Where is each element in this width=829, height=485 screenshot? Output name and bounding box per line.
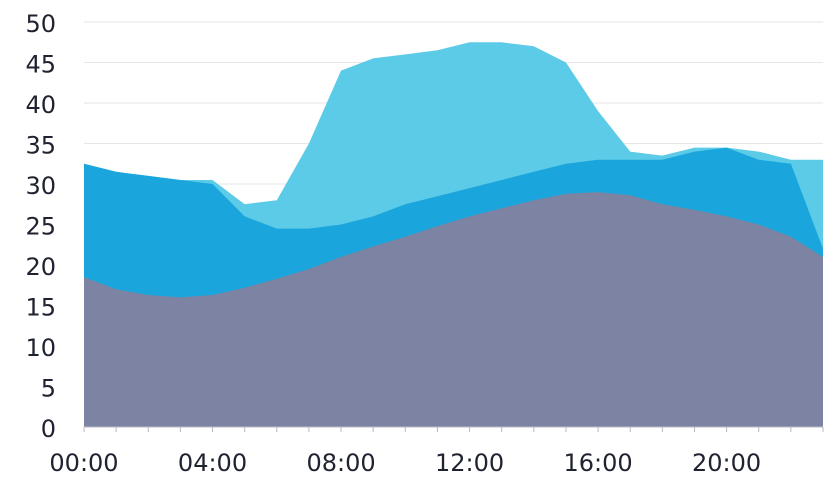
x-tick-label: 00:00 [49,449,118,477]
y-tick-label: 40 [25,91,56,119]
x-tick-label: 16:00 [564,449,633,477]
x-tick-label: 20:00 [692,449,761,477]
y-tick-label: 10 [25,334,56,362]
y-tick-label: 50 [25,10,56,38]
axis-layer: 0 5 10 15 20 25 30 35 40 45 50 00:00 04:00 08:00 12:00… [25,10,824,477]
y-tick-label: 0 [41,415,56,443]
x-tick-label: 08:00 [306,449,375,477]
y-tick-label: 5 [41,375,56,403]
area-layer [84,42,823,428]
y-tick-label: 45 [25,51,56,79]
y-tick-label: 15 [25,294,56,322]
y-tick-label: 25 [25,213,56,241]
y-tick-label: 30 [25,172,56,200]
y-tick-label: 20 [25,253,56,281]
x-tick-label: 12:00 [435,449,504,477]
y-tick-label: 35 [25,132,56,160]
x-tick-label: 04:00 [178,449,247,477]
series-area-3 [84,192,823,427]
